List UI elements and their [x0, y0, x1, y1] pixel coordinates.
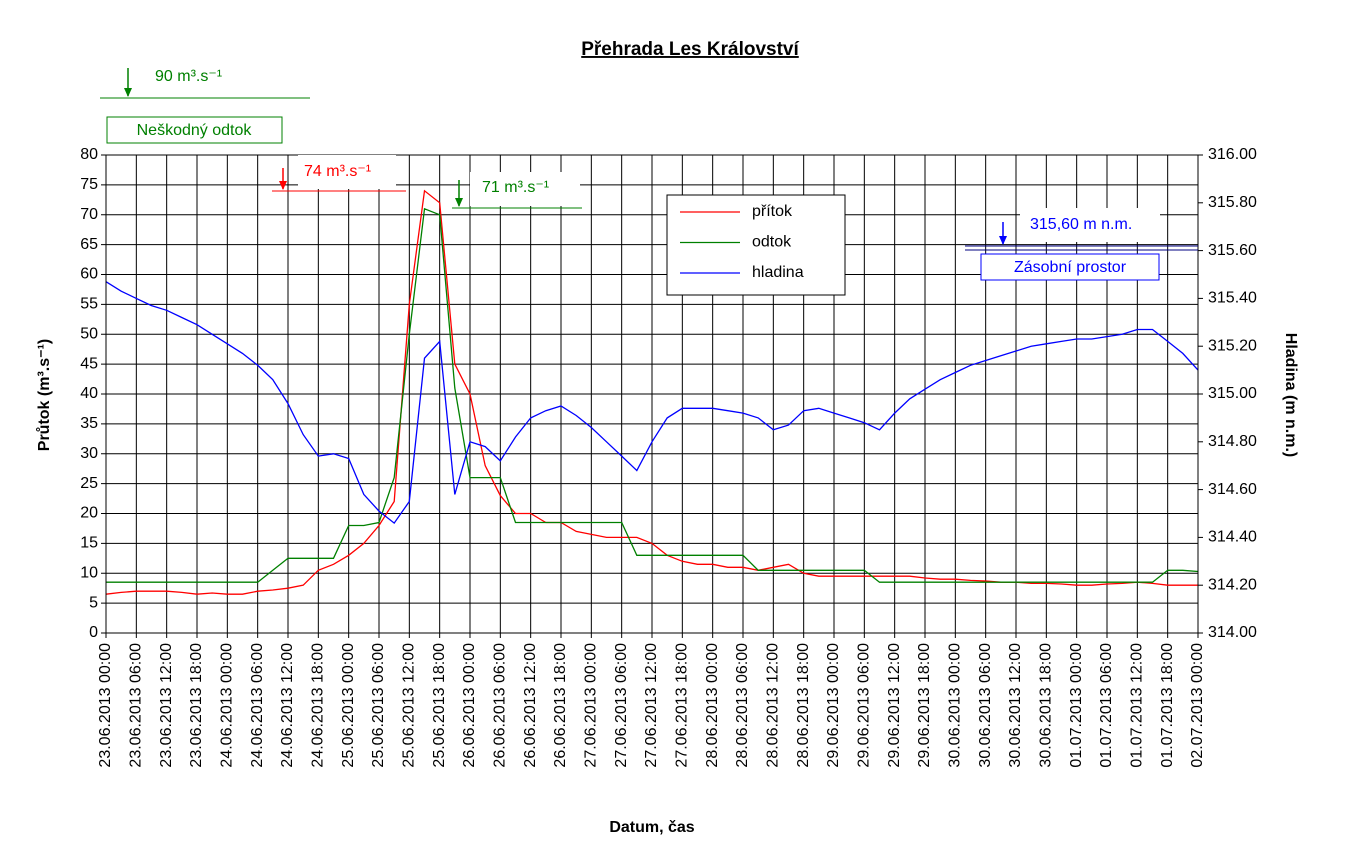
y2-tick-label: 315.40 [1208, 290, 1257, 307]
x-tick-label: 27.06.2013 12:00 [643, 643, 660, 768]
legend-label: hladina [752, 264, 804, 281]
y-tick-label: 60 [80, 266, 98, 283]
y-tick-label: 70 [80, 206, 98, 223]
x-tick-label: 23.06.2013 06:00 [128, 643, 145, 768]
annotation: Zásobní prostor [1014, 259, 1127, 276]
x-tick-label: 25.06.2013 18:00 [431, 643, 448, 768]
annotation-arrow-head [279, 181, 287, 190]
annotation-bg [298, 155, 396, 189]
x-tick-label: 24.06.2013 12:00 [279, 643, 296, 768]
x-tick-label: 25.06.2013 06:00 [370, 643, 387, 768]
y-tick-label: 20 [80, 505, 98, 522]
y2-tick-label: 316.00 [1208, 146, 1257, 163]
x-tick-label: 28.06.2013 06:00 [734, 643, 751, 768]
legend-label: přítok [752, 203, 793, 220]
y-tick-label: 75 [80, 176, 98, 193]
x-tick-label: 29.06.2013 12:00 [886, 643, 903, 768]
y2-axis-title: Hladina (m n.m.) [1282, 333, 1299, 457]
annotation: 90 m³.s⁻¹ [155, 68, 222, 85]
lines [105, 189, 1199, 595]
y-tick-label: 40 [80, 385, 98, 402]
series-line [106, 207, 1199, 583]
annotation: 74 m³.s⁻¹ [304, 163, 371, 180]
y2-tick-label: 314.20 [1208, 576, 1257, 593]
x-tick-label: 26.06.2013 18:00 [552, 643, 569, 768]
x-tick-label: 26.06.2013 06:00 [492, 643, 509, 768]
x-tick-label: 27.06.2013 18:00 [674, 643, 691, 768]
y-tick-label: 30 [80, 445, 98, 462]
x-tick-label: 26.06.2013 00:00 [461, 643, 478, 768]
annotation: 315,60 m n.m. [1030, 216, 1132, 233]
x-tick-label: 27.06.2013 06:00 [613, 643, 630, 768]
x-tick-label: 23.06.2013 12:00 [158, 643, 175, 768]
x-tick-label: 28.06.2013 00:00 [704, 643, 721, 768]
x-tick-label: 30.06.2013 18:00 [1038, 643, 1055, 768]
x-tick-label: 27.06.2013 00:00 [583, 643, 600, 768]
x-tick-label: 01.07.2013 12:00 [1129, 643, 1146, 768]
chart-title: Přehrada Les Království [581, 39, 799, 60]
x-tick-label: 28.06.2013 18:00 [795, 643, 812, 768]
x-tick-label: 02.07.2013 00:00 [1189, 643, 1206, 768]
annotation-box [106, 116, 283, 144]
x-tick-label: 25.06.2013 12:00 [401, 643, 418, 768]
x-tick-label: 24.06.2013 00:00 [219, 643, 236, 768]
series-line [105, 281, 1199, 525]
y-tick-label: 15 [80, 535, 98, 552]
x-tick-label: 30.06.2013 06:00 [977, 643, 994, 768]
y2-tick-label: 314.80 [1208, 433, 1257, 450]
annotation-arrow-head [999, 236, 1007, 245]
y-tick-label: 0 [89, 624, 98, 641]
annotation: 71 m³.s⁻¹ [482, 179, 549, 196]
y-tick-label: 65 [80, 236, 98, 253]
y2-tick-label: 315.60 [1208, 242, 1257, 259]
annotation-bg [470, 172, 580, 206]
y-tick-label: 45 [80, 355, 98, 372]
x-tick-label: 28.06.2013 12:00 [765, 643, 782, 768]
x-tick-label: 30.06.2013 00:00 [947, 643, 964, 768]
y2-tick-label: 314.40 [1208, 529, 1257, 546]
legend-label: odtok [752, 234, 792, 251]
x-tick-label: 29.06.2013 06:00 [856, 643, 873, 768]
x-tick-label: 23.06.2013 18:00 [188, 643, 205, 768]
legend-entries: přítok odtok hladina [680, 203, 804, 281]
annotation-arrow-head [455, 198, 463, 207]
ticks: 0 5 10 15 20 25 30 35 40 45 50 55 60 65 70 75 80 314.00 31… [80, 146, 1257, 767]
y-tick-label: 10 [80, 564, 98, 581]
y-tick-label: 35 [80, 415, 98, 432]
y-tick-label: 25 [80, 475, 98, 492]
x-tick-label: 25.06.2013 00:00 [340, 643, 357, 768]
y-axis-title: Průtok (m³.s⁻¹) [36, 339, 53, 451]
annotation-arrow-head [124, 88, 132, 97]
x-tick-label: 01.07.2013 00:00 [1068, 643, 1085, 768]
y-tick-label: 80 [80, 146, 98, 163]
annotation-box [980, 253, 1160, 281]
y2-tick-label: 314.00 [1208, 624, 1257, 641]
x-tick-label: 23.06.2013 00:00 [97, 643, 114, 768]
x-tick-label: 24.06.2013 18:00 [310, 643, 327, 768]
y-tick-label: 55 [80, 296, 98, 313]
x-tick-label: 29.06.2013 18:00 [916, 643, 933, 768]
y2-tick-label: 314.60 [1208, 481, 1257, 498]
x-tick-label: 26.06.2013 12:00 [522, 643, 539, 768]
x-tick-label: 30.06.2013 12:00 [1007, 643, 1024, 768]
y-tick-label: 50 [80, 325, 98, 342]
y2-tick-label: 315.20 [1208, 337, 1257, 354]
x-axis-title: Datum, čas [609, 819, 694, 836]
grid [105, 154, 1199, 634]
y-tick-label: 5 [89, 594, 98, 611]
x-tick-label: 29.06.2013 00:00 [825, 643, 842, 768]
x-tick-label: 01.07.2013 06:00 [1098, 643, 1115, 768]
annotation: Neškodný odtok [137, 122, 253, 139]
x-tick-label: 01.07.2013 18:00 [1159, 643, 1176, 768]
y2-tick-label: 315.00 [1208, 385, 1257, 402]
y2-tick-label: 315.80 [1208, 194, 1257, 211]
x-tick-label: 24.06.2013 06:00 [249, 643, 266, 768]
annotation-bg [1020, 208, 1160, 242]
